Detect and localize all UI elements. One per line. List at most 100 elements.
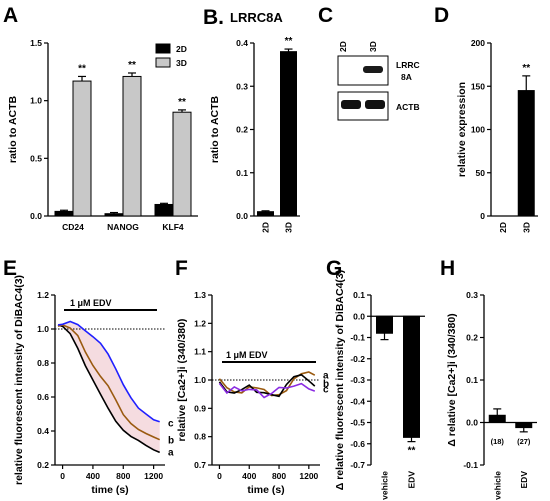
y-axis-label: relative fluorescent intensity of DiBAC4… <box>13 275 25 485</box>
panel-label-h: H <box>440 257 455 280</box>
y-tick-label: 0.0 <box>353 311 365 321</box>
x-axis-label: time (s) <box>247 484 284 496</box>
blot-lane-2d: 2D <box>338 41 348 52</box>
bar-edv <box>515 422 533 429</box>
y-tick-label: 0.6 <box>37 392 49 402</box>
panel-f-y-axis: 0.7 0.8 0.9 1.0 1.1 1.2 1.3 relative [Ca2+]i (3… <box>176 290 213 470</box>
blot-label-lrrc8a-line1: LRRC <box>396 60 420 70</box>
trace-label-a: a <box>323 370 329 381</box>
y-tick-label: 1.2 <box>37 290 49 300</box>
y-tick-label: 1.1 <box>194 347 206 357</box>
y-tick-label: 0.8 <box>194 432 206 442</box>
y-tick-label: 0.0 <box>30 211 42 221</box>
y-tick-label: 0.2 <box>466 333 478 343</box>
trace-b <box>218 373 316 398</box>
y-tick-label: 1.0 <box>37 324 49 334</box>
panel-label-e: E <box>3 257 17 280</box>
x-tick-label: 800 <box>272 471 286 481</box>
x-tick-label: 400 <box>242 471 256 481</box>
bar-vehicle <box>488 414 506 423</box>
y-tick-label: 0.7 <box>194 460 206 470</box>
significance-marker: ** <box>522 63 530 74</box>
trace-label-a: a <box>168 447 174 458</box>
blot-label-actb: ACTB <box>396 102 420 112</box>
significance-marker: ** <box>408 446 416 457</box>
trace-label-c: c <box>323 385 329 396</box>
significance-marker: ** <box>78 63 86 74</box>
y-tick-label: -0.4 <box>350 396 365 406</box>
significance-marker: ** <box>128 60 136 71</box>
trace-label-b: b <box>323 379 329 390</box>
x-tick-label: 0 <box>60 471 65 481</box>
trace-label-c: c <box>168 419 174 430</box>
y-tick-label: 150 <box>471 81 485 91</box>
trace-b <box>57 324 161 441</box>
y-tick-label: 0.1 <box>236 168 248 178</box>
blot-band-lrrc8a <box>363 66 383 73</box>
panel-label-b: B. <box>203 6 224 29</box>
y-tick-label: -0.3 <box>350 375 365 385</box>
y-tick-label: -0.2 <box>350 354 365 364</box>
y-tick-label: 0.1 <box>466 375 478 385</box>
panel-label-c: C <box>318 4 333 27</box>
bar-2d-cd24 <box>54 210 74 217</box>
edv-label-f: 1 μM EDV <box>226 350 268 360</box>
panel-h-y-axis: -0.1 0.0 0.1 0.2 0.3 Δ relative [Ca2+]i (340/… <box>446 290 485 470</box>
blot-label-lrrc8a-line2: 8A <box>401 72 412 82</box>
significance-marker: ** <box>178 97 186 108</box>
y-tick-label: 0.3 <box>236 81 248 91</box>
y-tick-label: 0.8 <box>37 358 49 368</box>
western-blot: 2D 3D LRRC 8A ACTB <box>337 41 420 121</box>
n-label: (18) <box>378 321 392 330</box>
y-tick-label: 0.2 <box>236 125 248 135</box>
y-tick-label: 0.1 <box>353 290 365 300</box>
y-tick-label: -0.6 <box>350 439 365 449</box>
n-label: (27) <box>405 321 419 330</box>
y-tick-label: -0.1 <box>350 333 365 343</box>
panel-b-title: LRRC8A <box>230 10 283 25</box>
x-tick-label: NANOG <box>107 222 139 232</box>
bar-3d-nanog <box>122 75 142 217</box>
y-tick-label: 1.3 <box>194 290 206 300</box>
trace-c <box>218 382 316 399</box>
y-tick-label: 0.4 <box>236 38 248 48</box>
bar-2d-klf4 <box>154 203 174 217</box>
legend-label: 2D <box>176 44 187 54</box>
bar-2d-nanog <box>104 213 124 217</box>
bar-3d <box>280 51 297 217</box>
x-tick-label: 1200 <box>299 471 318 481</box>
y-tick-label: 1.2 <box>194 318 206 328</box>
annotations: 1 μM EDV 1 μM EDV <box>64 298 316 363</box>
y-tick-label: 0 <box>480 211 485 221</box>
significance-marker: ** <box>285 36 293 47</box>
x-tick-label: KLF4 <box>162 222 184 232</box>
legend-swatch <box>155 43 171 54</box>
legend-label: 3D <box>176 58 187 68</box>
y-tick-label: 0.3 <box>466 290 478 300</box>
y-tick-label: 0.2 <box>37 460 49 470</box>
y-axis-label: relative [Ca2+]i (340/380) <box>176 319 188 442</box>
x-tick-label: 1200 <box>144 471 163 481</box>
y-tick-label: 1.0 <box>194 375 206 385</box>
panel-a-y-axis: 0.0 0.5 1.0 1.5 ratio to ACTB <box>7 38 49 221</box>
x-tick-label: 0 <box>217 471 222 481</box>
y-tick-label: 1.5 <box>30 38 42 48</box>
bar-3d-klf4 <box>172 111 192 217</box>
x-tick-label: vehicle <box>380 471 390 500</box>
panel-label-a: A <box>3 4 18 27</box>
y-tick-label: -0.1 <box>463 460 478 470</box>
y-tick-label: 200 <box>471 38 485 48</box>
y-tick-label: 0.5 <box>30 153 42 163</box>
panel-g-y-axis: -0.7 -0.6 -0.5 -0.4 -0.3 -0.2 -0.1 0.0 0.1 Δ rela… <box>334 270 372 490</box>
bar-3d-cd24 <box>72 80 92 217</box>
y-tick-label: 1.0 <box>30 96 42 106</box>
x-axis-label: time (s) <box>91 484 128 496</box>
panel-label-g: G <box>326 257 342 280</box>
x-tick-label: 2D <box>261 222 271 233</box>
trace-label-b: b <box>168 436 174 447</box>
n-label: (18) <box>491 437 505 446</box>
bar-edv <box>403 315 420 438</box>
x-tick-label: 3D <box>521 222 531 233</box>
y-tick-label: -0.7 <box>350 460 365 470</box>
